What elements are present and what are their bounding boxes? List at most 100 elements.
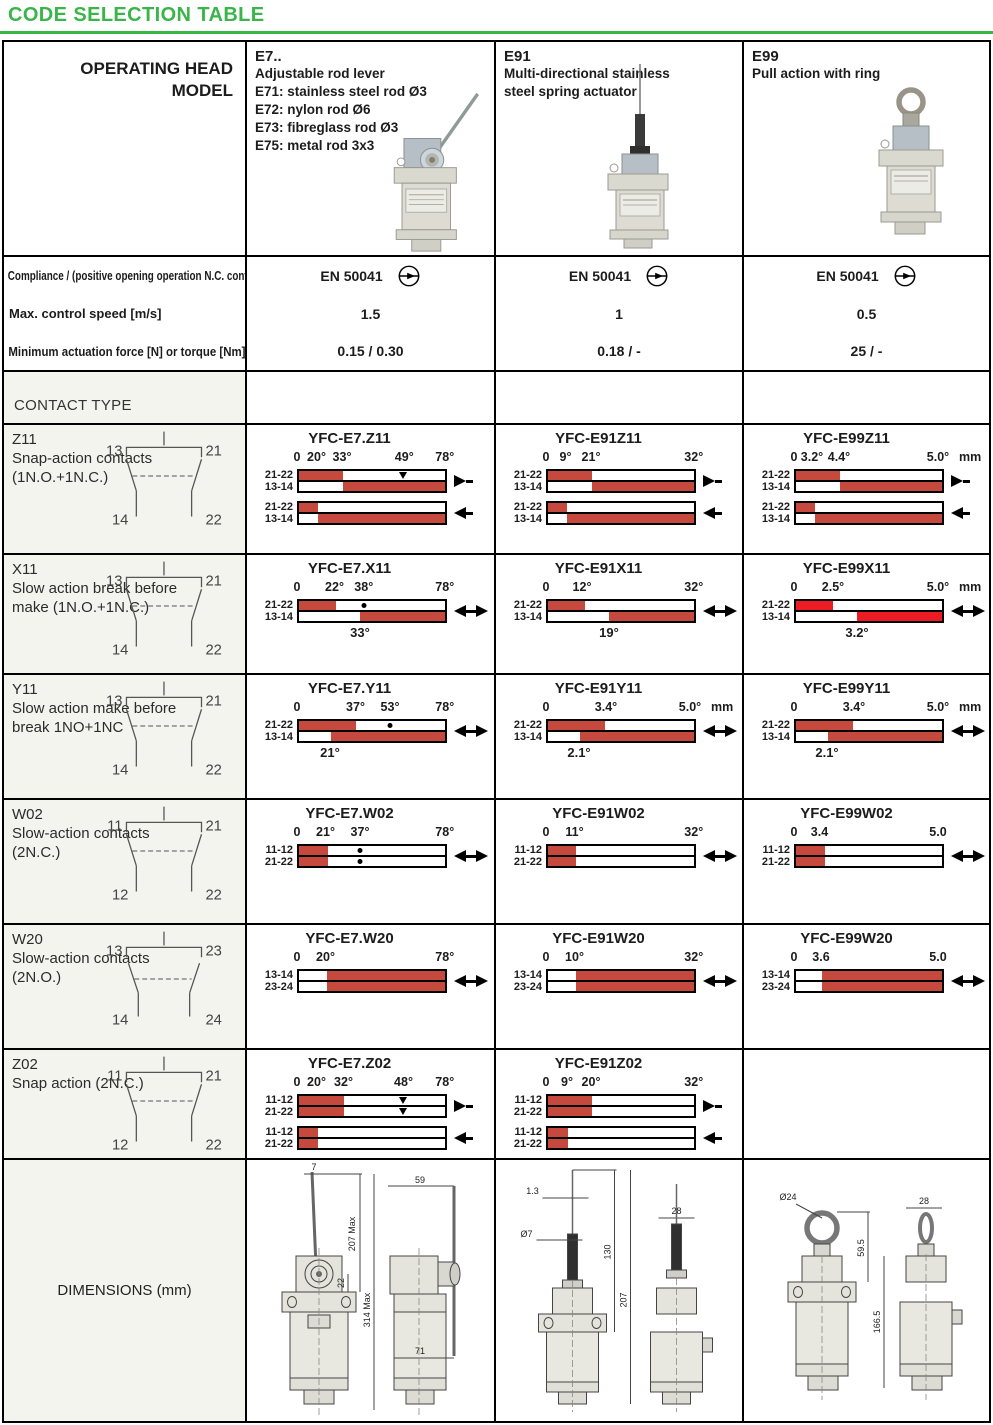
closed-contact-span	[299, 1107, 345, 1116]
travel-diagram-w02-e7: YFC-E7.W02 0 21° 37° 78° 11-12 21-22	[247, 800, 496, 925]
arrow-tail	[715, 729, 725, 733]
svg-text:166.5: 166.5	[872, 1311, 882, 1334]
differential-travel-label: 33°	[350, 625, 370, 640]
travel-diagram-x11-e99: YFC-E99X11 0 2.5° 5.0° mm 21-22 13-14 3.2°	[744, 555, 989, 675]
contact-pair-label: 21-22	[264, 719, 293, 731]
bars-column	[546, 1094, 696, 1118]
closed-contact-span	[839, 482, 942, 491]
scale-tick-label: 0	[790, 950, 798, 964]
scale-tick-label: 5.0	[929, 950, 947, 964]
contact-schematic: 11 21 12 22	[107, 1056, 222, 1153]
arrow-tail	[715, 479, 722, 483]
travel-diagram-title: YFC-E91Z02	[554, 1055, 643, 1072]
bars-column	[297, 501, 447, 525]
travel-diagram-w02-e91: YFC-E91W02 0 11° 32° 11-12 21-22	[496, 800, 744, 925]
scale-tick-label: 22°	[325, 580, 344, 594]
travel-diagram-title: YFC-E7.Y11	[307, 680, 392, 697]
travel-scale: 0 3.4 5.0	[791, 825, 947, 840]
travel-scale: 0 10° 32°	[542, 950, 704, 965]
scale-tick-label: 5.0°	[926, 450, 950, 464]
travel-arrow-left-icon	[703, 975, 715, 987]
travel-bar	[297, 855, 447, 868]
travel-arrow-right-icon	[476, 725, 488, 737]
spec-values-e7-cell: EN 50041 1.5 0.15 / 0.30	[247, 257, 496, 372]
closed-contact-span	[548, 1107, 592, 1116]
contact-pair-label: 23-24	[264, 981, 293, 993]
scale-tick-label: 11°	[565, 825, 584, 839]
travel-diagram-x11-e7: YFC-E7.X11 0 22° 38° 78° 21-22 13-14 33°	[247, 555, 496, 675]
travel-diagram-title: YFC-E7.Z11	[308, 430, 391, 447]
contact-schematic: 11 21 12 22	[107, 806, 222, 903]
travel-bar	[297, 480, 447, 493]
travel-diagram-title: YFC-E7.X11	[307, 560, 392, 577]
scale-tick-label: 2.5°	[821, 580, 845, 594]
actuation-point-marker	[398, 1108, 407, 1115]
contact-pair-label: 21-22	[761, 469, 790, 481]
closed-contact-span	[796, 846, 826, 855]
scale-tick-label: 33°	[332, 450, 352, 464]
scale-tick-label: 5.0°	[926, 700, 950, 714]
arrow-tail	[715, 854, 725, 858]
travel-arrow-left-icon	[454, 507, 466, 519]
svg-text:130: 130	[603, 1244, 613, 1259]
bar-labels-column: 21-22 13-14	[496, 469, 546, 493]
scale-tick-label: 3.6	[812, 950, 830, 964]
travel-direction-arrows	[951, 475, 970, 487]
positive-opening-icon	[398, 265, 420, 287]
arrow-tail	[466, 511, 473, 515]
bars-column	[297, 469, 447, 493]
travel-bar-group: 21-22 13-14	[496, 501, 742, 525]
actuation-point-marker	[357, 848, 363, 853]
scale-tick-label: 3.4	[810, 825, 829, 839]
scale-tick-label: 3.2°	[800, 450, 824, 464]
travel-arrow-right-icon	[703, 475, 715, 487]
travel-bar	[794, 730, 944, 743]
travel-bar	[794, 855, 944, 868]
differential-travel-row: 19°	[546, 625, 696, 641]
bar-labels-column: 21-22 13-14	[247, 469, 297, 493]
closed-contact-span	[575, 971, 694, 980]
min-force-label: Minimum actuation force [N] or torque [N…	[8, 343, 246, 359]
scale-tick-label: 3.4°	[842, 700, 866, 714]
bars-column	[794, 599, 944, 623]
travel-scale: 0 3.4° 5.0° mm	[790, 700, 982, 715]
bars-column	[297, 844, 447, 868]
actuation-point-marker	[387, 723, 393, 728]
scale-tick-label: 78°	[435, 700, 455, 714]
operating-head-label: OPERATING HEAD MODEL	[80, 59, 233, 100]
spec-labels-cell: Compliance / (positive opening operation…	[4, 257, 247, 372]
arrow-tail	[466, 729, 476, 733]
travel-direction-arrows	[703, 975, 737, 987]
svg-text:14: 14	[112, 642, 128, 658]
travel-diagram-z02-e99-empty	[744, 1050, 989, 1160]
travel-diagram-z02-e91: YFC-E91Z02 0 9° 20° 32° 11-12 21-22 11-12 21-22	[496, 1050, 744, 1160]
differential-travel-label: 2.1°	[567, 745, 591, 760]
travel-diagram-w20-e99: YFC-E99W20 0 3.6 5.0 13-14 23-24	[744, 925, 989, 1050]
svg-text:13: 13	[106, 573, 122, 589]
scale-tick-label: 0	[542, 950, 550, 964]
travel-arrow-right-icon	[476, 850, 488, 862]
travel-scale: 0 20° 33° 49° 78°	[294, 450, 455, 465]
closed-contact-span	[822, 982, 942, 991]
empty-cell	[744, 372, 989, 425]
svg-text:22: 22	[205, 887, 221, 903]
travel-diagram-z11-e91: YFC-E91Z11 0 9° 21° 32° 21-22 13-14 21-22 13-14	[496, 425, 744, 555]
svg-text:12: 12	[112, 1137, 128, 1153]
differential-travel-label: 2.1°	[815, 745, 839, 760]
contact-z11-label-cell: Z11 Snap-action contacts (1N.O.+1N.C.) 1…	[4, 425, 247, 555]
contact-schematic: 13 21 14 22	[106, 561, 222, 658]
dimension-drawing-e99: Ø24 28 59.5 166.5	[779, 1192, 963, 1400]
scale-tick-label: 48°	[394, 1075, 413, 1089]
positive-opening-icon	[894, 265, 916, 287]
scale-tick-label: 0	[790, 700, 798, 714]
travel-arrow-left-icon	[951, 975, 963, 987]
svg-text:11: 11	[107, 818, 122, 834]
closed-contact-span	[548, 471, 592, 480]
contact-pair-label: 13-14	[513, 731, 542, 743]
differential-travel-label: 21°	[320, 745, 340, 760]
travel-bar	[297, 610, 447, 623]
travel-diagram-y11-e91: YFC-E91Y11 0 3.4° 5.0° mm 21-22 13-14 2.1°	[496, 675, 744, 800]
arrow-tail	[715, 1136, 722, 1140]
scale-unit-label: mm	[959, 700, 982, 714]
svg-text:207 Max: 207 Max	[347, 1216, 357, 1251]
